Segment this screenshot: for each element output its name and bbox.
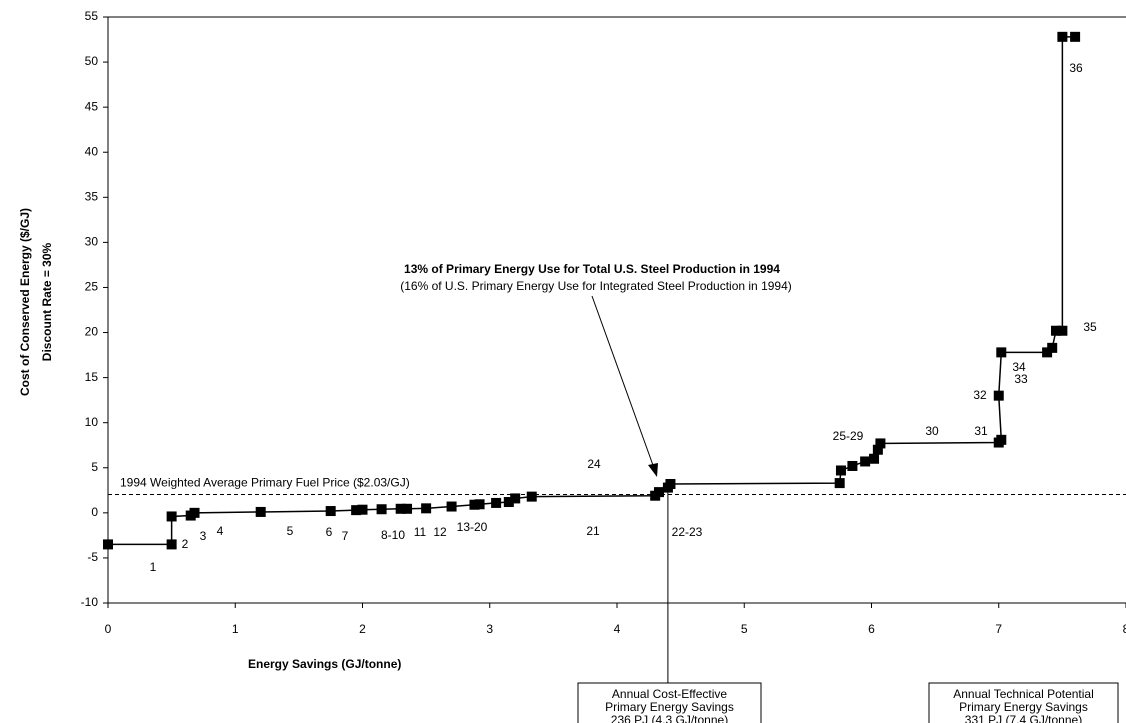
box-text: Primary Energy Savings [605,700,734,714]
box-text: Primary Energy Savings [959,700,1088,714]
marker [526,491,537,502]
box-text: 331 PJ (7.4 GJ/tonne) [965,713,1082,723]
marker [1057,31,1068,42]
marker [1070,31,1081,42]
marker [510,493,521,504]
y-tick-label: 50 [85,54,99,68]
annotation-box [577,682,762,723]
marker [996,434,1007,445]
y-tick-label: 15 [85,370,99,384]
y-tick-label: 30 [85,235,99,249]
point-label: 1 [150,560,157,574]
marker [653,487,664,498]
y-axis-label: Cost of Conserved Energy ($/GJ) [18,208,32,396]
point-label: 35 [1083,320,1097,334]
annotation-title: 13% of Primary Energy Use for Total U.S.… [404,262,780,276]
marker [402,503,413,514]
marker [376,504,387,515]
marker [166,511,177,522]
marker [357,504,368,515]
y-tick-label: 0 [91,505,98,519]
marker [869,453,880,464]
arrow-line [591,295,655,469]
point-label: 2 [182,537,189,551]
marker [351,505,362,516]
marker [189,507,200,518]
x-tick-label: 4 [614,622,621,636]
y-tick-label: 5 [91,460,98,474]
arrow-head [648,463,658,477]
marker [1057,325,1068,336]
marker [503,497,514,508]
y-tick-label: 55 [85,9,99,23]
marker [847,460,858,471]
x-tick-label: 5 [741,622,748,636]
point-label: 24 [587,457,601,471]
point-label: 21 [586,524,600,538]
marker [1047,342,1058,353]
marker [491,497,502,508]
reference-label: 1994 Weighted Average Primary Fuel Price… [120,476,410,490]
point-label: 34 [1012,360,1026,374]
marker [166,539,177,550]
x-tick-label: 8 [1123,622,1126,636]
y-tick-label: 40 [85,144,99,158]
y-tick-label: 25 [85,280,99,294]
y-tick-label: -5 [87,550,98,564]
y-tick-label: 45 [85,99,99,113]
point-label: 25-29 [833,429,864,443]
marker [860,456,871,467]
point-label: 7 [342,529,349,543]
point-label: 6 [326,525,333,539]
point-label: 30 [925,424,939,438]
x-tick-label: 2 [359,622,366,636]
point-label: 5 [287,524,294,538]
annotation-subtitle: (16% of U.S. Primary Energy Use for Inte… [400,279,792,293]
point-label: 32 [973,388,987,402]
y-axis-label: Discount Rate = 30% [40,242,54,361]
point-label: 22-23 [672,525,703,539]
box-text: Annual Technical Potential [953,687,1094,701]
x-axis-label: Energy Savings (GJ/tonne) [248,657,401,671]
point-label: 3 [200,529,207,543]
marker [835,465,846,476]
marker [325,506,336,517]
y-tick-label: 35 [85,189,99,203]
marker [834,478,845,489]
x-tick-label: 7 [995,622,1002,636]
x-tick-label: 0 [105,622,112,636]
marker [996,347,1007,358]
box-text: 236 PJ (4.3 GJ/tonne) [611,713,728,723]
point-label: 36 [1069,61,1083,75]
x-tick-label: 6 [868,622,875,636]
marker [421,503,432,514]
marker [1051,325,1062,336]
annotation-box [928,682,1119,723]
marker [395,503,406,514]
marker [993,390,1004,401]
x-tick-label: 3 [486,622,493,636]
point-label: 33 [1014,372,1028,386]
marker [665,478,676,489]
point-label: 8-10 [381,528,405,542]
marker [872,444,883,455]
box-text: Annual Cost-Effective [612,687,727,701]
point-label: 12 [433,525,447,539]
point-label: 31 [974,424,988,438]
y-tick-label: 20 [85,325,99,339]
point-label: 11 [414,525,427,539]
marker [469,499,480,510]
x-tick-label: 1 [232,622,239,636]
marker [875,438,886,449]
point-label: 13-20 [457,520,488,534]
marker [446,501,457,512]
marker [474,499,485,510]
y-tick-label: -10 [81,595,99,609]
marker [103,539,113,550]
y-tick-label: 10 [85,415,99,429]
marker [255,506,266,517]
marker [1042,347,1053,358]
point-label: 4 [217,524,224,538]
